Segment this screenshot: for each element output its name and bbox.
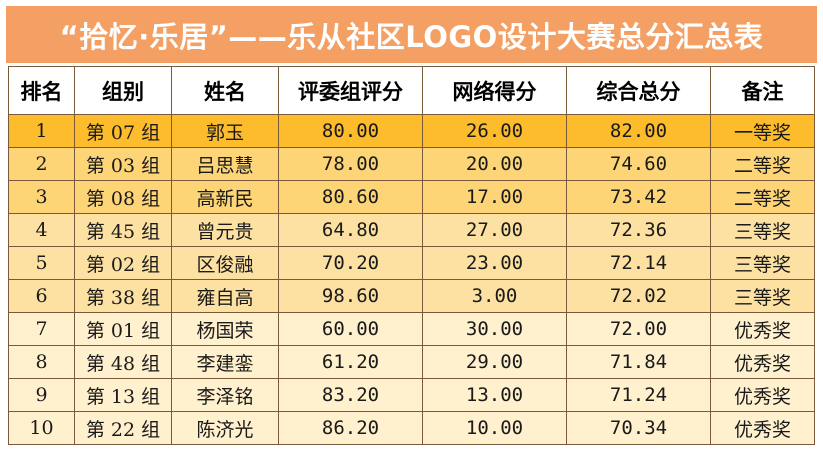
judge-score-cell: 61.20 bbox=[278, 345, 423, 379]
rank-cell: 6 bbox=[8, 279, 75, 313]
group-cell: 第 13 组 bbox=[74, 378, 172, 412]
total-score-cell: 72.02 bbox=[566, 279, 711, 313]
remark-cell: 一等奖 bbox=[710, 114, 815, 148]
remark-cell: 优秀奖 bbox=[710, 378, 815, 412]
judge-score-cell: 70.20 bbox=[278, 246, 423, 280]
online-score-cell: 26.00 bbox=[422, 114, 567, 148]
group-cell: 第 38 组 bbox=[74, 279, 172, 313]
name-cell: 李建銮 bbox=[171, 345, 279, 379]
rank-cell: 4 bbox=[8, 213, 75, 247]
name-cell: 吕思慧 bbox=[171, 147, 279, 181]
total-score-cell: 72.00 bbox=[566, 312, 711, 346]
remark-cell: 三等奖 bbox=[710, 279, 815, 313]
online-score-cell: 20.00 bbox=[422, 147, 567, 181]
header-row: 排名 组别 姓名 评委组评分 网络得分 综合总分 备注 bbox=[8, 66, 815, 115]
online-score-cell: 29.00 bbox=[422, 345, 567, 379]
name-cell: 陈济光 bbox=[171, 411, 279, 445]
online-score-cell: 30.00 bbox=[422, 312, 567, 346]
group-cell: 第 02 组 bbox=[74, 246, 172, 280]
judge-score-cell: 64.80 bbox=[278, 213, 423, 247]
remark-cell: 优秀奖 bbox=[710, 411, 815, 445]
name-cell: 杨国荣 bbox=[171, 312, 279, 346]
judge-score-cell: 98.60 bbox=[278, 279, 423, 313]
header-name: 姓名 bbox=[171, 66, 279, 115]
online-score-cell: 13.00 bbox=[422, 378, 567, 412]
name-cell: 李泽铭 bbox=[171, 378, 279, 412]
name-cell: 雍自高 bbox=[171, 279, 279, 313]
remark-cell: 三等奖 bbox=[710, 213, 815, 247]
judge-score-cell: 80.60 bbox=[278, 180, 423, 214]
online-score-cell: 23.00 bbox=[422, 246, 567, 280]
header-judge-score: 评委组评分 bbox=[278, 66, 423, 115]
rank-cell: 2 bbox=[8, 147, 75, 181]
rank-cell: 1 bbox=[8, 114, 75, 148]
name-cell: 郭玉 bbox=[171, 114, 279, 148]
rank-cell: 7 bbox=[8, 312, 75, 346]
remark-cell: 三等奖 bbox=[710, 246, 815, 280]
group-cell: 第 01 组 bbox=[74, 312, 172, 346]
name-cell: 区俊融 bbox=[171, 246, 279, 280]
table-row: 10 第 22 组陈济光 86.20 10.00 70.34 优秀奖 bbox=[8, 411, 815, 445]
remark-cell: 优秀奖 bbox=[710, 312, 815, 346]
remark-cell: 二等奖 bbox=[710, 180, 815, 214]
rank-cell: 5 bbox=[8, 246, 75, 280]
header-rank: 排名 bbox=[8, 66, 75, 115]
rank-cell: 10 bbox=[8, 411, 75, 445]
header-group: 组别 bbox=[74, 66, 172, 115]
group-cell: 第 07 组 bbox=[74, 114, 172, 148]
remark-cell: 优秀奖 bbox=[710, 345, 815, 379]
total-score-cell: 72.36 bbox=[566, 213, 711, 247]
group-cell: 第 45 组 bbox=[74, 213, 172, 247]
group-cell: 第 48 组 bbox=[74, 345, 172, 379]
total-score-cell: 72.14 bbox=[566, 246, 711, 280]
group-cell: 第 08 组 bbox=[74, 180, 172, 214]
online-score-cell: 10.00 bbox=[422, 411, 567, 445]
total-score-cell: 74.60 bbox=[566, 147, 711, 181]
rank-cell: 3 bbox=[8, 180, 75, 214]
group-cell: 第 22 组 bbox=[74, 411, 172, 445]
group-cell: 第 03 组 bbox=[74, 147, 172, 181]
total-score-cell: 82.00 bbox=[566, 114, 711, 148]
rank-cell: 9 bbox=[8, 378, 75, 412]
total-score-cell: 73.42 bbox=[566, 180, 711, 214]
judge-score-cell: 83.20 bbox=[278, 378, 423, 412]
header-remark: 备注 bbox=[710, 66, 815, 115]
name-cell: 高新民 bbox=[171, 180, 279, 214]
name-cell: 曾元贵 bbox=[171, 213, 279, 247]
online-score-cell: 27.00 bbox=[422, 213, 567, 247]
rank-cell: 8 bbox=[8, 345, 75, 379]
judge-score-cell: 60.00 bbox=[278, 312, 423, 346]
total-score-cell: 71.24 bbox=[566, 378, 711, 412]
online-score-cell: 17.00 bbox=[422, 180, 567, 214]
remark-cell: 二等奖 bbox=[710, 147, 815, 181]
online-score-cell: 3.00 bbox=[422, 279, 567, 313]
judge-score-cell: 80.00 bbox=[278, 114, 423, 148]
total-score-cell: 71.84 bbox=[566, 345, 711, 379]
header-total-score: 综合总分 bbox=[566, 66, 711, 115]
total-score-cell: 70.34 bbox=[566, 411, 711, 445]
judge-score-cell: 78.00 bbox=[278, 147, 423, 181]
header-online-score: 网络得分 bbox=[422, 66, 567, 115]
sheet-title: “拾忆·乐居”——乐从社区LOGO设计大赛总分汇总表 bbox=[6, 6, 817, 63]
judge-score-cell: 86.20 bbox=[278, 411, 423, 445]
